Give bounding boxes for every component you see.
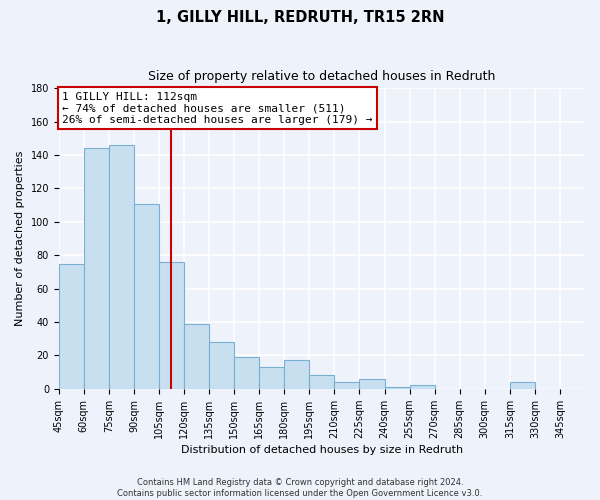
Bar [334,382,359,389]
Bar [385,387,410,389]
Bar [159,262,184,389]
Text: 1, GILLY HILL, REDRUTH, TR15 2RN: 1, GILLY HILL, REDRUTH, TR15 2RN [156,10,444,25]
Bar [59,264,84,389]
Title: Size of property relative to detached houses in Redruth: Size of property relative to detached ho… [148,70,496,83]
Text: 1 GILLY HILL: 112sqm
← 74% of detached houses are smaller (511)
26% of semi-deta: 1 GILLY HILL: 112sqm ← 74% of detached h… [62,92,373,125]
Y-axis label: Number of detached properties: Number of detached properties [15,151,25,326]
Bar [259,367,284,389]
Text: Contains HM Land Registry data © Crown copyright and database right 2024.
Contai: Contains HM Land Registry data © Crown c… [118,478,482,498]
Bar [109,145,134,389]
Bar [209,342,234,389]
Bar [310,376,334,389]
Bar [410,386,434,389]
X-axis label: Distribution of detached houses by size in Redruth: Distribution of detached houses by size … [181,445,463,455]
Bar [510,382,535,389]
Bar [234,357,259,389]
Bar [184,324,209,389]
Bar [284,360,310,389]
Bar [134,204,159,389]
Bar [359,379,385,389]
Bar [84,148,109,389]
